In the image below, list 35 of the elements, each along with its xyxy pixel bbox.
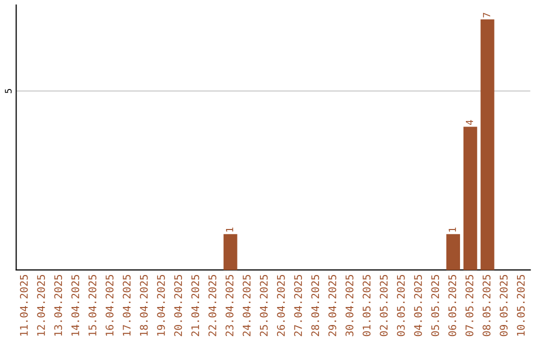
x-tick-label: 17.04.2025	[122, 274, 131, 336]
x-tick-label: 01.05.2025	[362, 274, 371, 336]
x-tick-label: 03.05.2025	[396, 274, 405, 336]
x-tick-label: 06.05.2025	[448, 274, 456, 336]
x-tick-label: 05.05.2025	[431, 274, 440, 336]
x-tick-label: 30.04.2025	[346, 274, 354, 336]
x-tick-label: 11.04.2025	[20, 274, 28, 336]
x-tick-label: 29.04.2025	[328, 274, 336, 336]
x-tick-label: 07.05.2025	[465, 274, 474, 336]
x-tick-label: 21.04.2025	[191, 274, 200, 336]
data-label: 1	[448, 228, 456, 232]
x-tick-label: 09.05.2025	[500, 274, 508, 336]
x-tick-label: 18.04.2025	[140, 274, 148, 336]
x-tick-label: 12.04.2025	[37, 274, 45, 336]
x-tick-label: 15.04.2025	[88, 274, 96, 336]
x-tick-label: 10.05.2025	[516, 274, 525, 336]
x-tick-label: 02.05.2025	[380, 274, 388, 336]
x-tick-label: 16.04.2025	[106, 274, 114, 336]
x-tick-label: 14.04.2025	[71, 274, 80, 336]
data-label: 4	[466, 120, 474, 125]
x-tick-label: 28.04.2025	[311, 274, 320, 336]
data-label: 1	[226, 228, 234, 232]
x-tick-label: 22.04.2025	[208, 274, 216, 336]
x-tick-label: 04.05.2025	[414, 274, 422, 336]
x-tick-label: 20.04.2025	[174, 274, 182, 336]
x-tick-label: 13.04.2025	[54, 274, 62, 336]
x-tick-label: 19.04.2025	[157, 274, 165, 336]
x-tick-label: 25.04.2025	[260, 274, 268, 336]
x-tick-label: 27.04.2025	[294, 274, 302, 336]
data-label: 7	[483, 12, 490, 18]
x-tick-label: 08.05.2025	[482, 274, 490, 336]
y-tick-label: 5	[4, 89, 12, 94]
x-tick-label: 26.04.2025	[276, 274, 285, 336]
x-tick-label: 24.04.2025	[242, 274, 251, 336]
x-tick-label: 23.04.2025	[226, 274, 234, 336]
